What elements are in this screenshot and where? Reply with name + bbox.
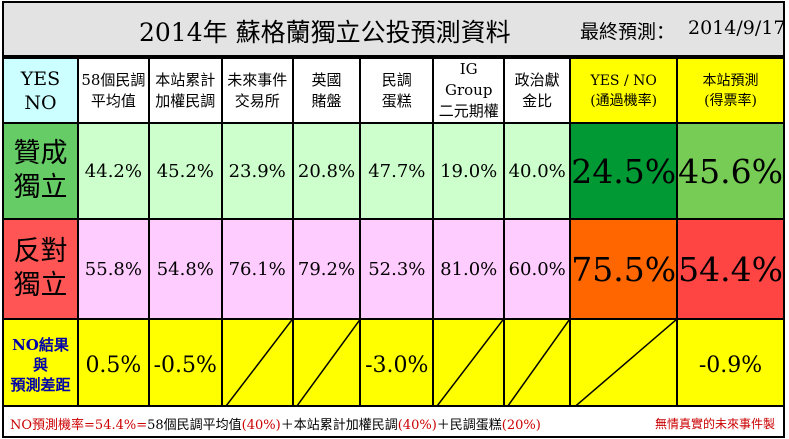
formula-part: (40%) <box>397 418 437 433</box>
yes-value-cell: 23.9% <box>220 122 294 220</box>
col-header-line-1: 58個民調 <box>81 70 146 89</box>
yesno-header-line-1: YES <box>20 67 61 90</box>
no-value-cell: 52.3% <box>359 218 435 320</box>
col-header-line-2: 二元期權 <box>438 102 499 120</box>
no-site-prediction: 54.4% <box>676 218 785 320</box>
no-value-cell: 55.8% <box>76 218 150 320</box>
col-header-site-prediction: 本站預測 (得票率) <box>676 57 785 124</box>
diagonal-slash <box>505 320 569 410</box>
diff-value-cell: -3.0% <box>359 318 435 412</box>
diagonal-slash <box>571 320 676 410</box>
diff-empty-cell <box>432 318 506 412</box>
diagonal-slash <box>434 320 503 410</box>
col-header-line-2: 金比 <box>522 91 553 110</box>
formula-part: NO預測機率=54.4%= <box>10 418 148 433</box>
col-header-line-2: 蛋糕 <box>381 91 412 110</box>
col-header-line-1: 本站預測 <box>702 72 759 89</box>
diff-empty-cell <box>569 318 679 412</box>
col-header-line-2: 平均值 <box>90 91 136 110</box>
diff-row: NO結果 與 預測差距 0.5% -0.5% -3.0% -0.9% <box>2 318 785 412</box>
col-header-bookmakers: 英國 賭盤 <box>291 57 362 124</box>
col-header-line-1: 政治獻 <box>514 70 560 89</box>
diff-empty-cell <box>503 318 572 412</box>
title-bar: 2014年 蘇格蘭獨立公投預測資料 最終預測： 2014/9/17 <box>2 1 785 57</box>
col-header-line-1: IG Group <box>444 60 493 99</box>
yes-row-label: 贊成 獨立 <box>2 122 79 220</box>
row-label-line-1: 贊成 <box>13 138 68 169</box>
formula-part: (20%) <box>501 418 541 433</box>
yes-pass-probability: 24.5% <box>569 122 679 220</box>
formula-part: ＋民調蛋糕 <box>436 418 502 433</box>
no-row: 反對 獨立 55.8% 54.8% 76.1% 79.2% 52.3% 81.0… <box>2 218 785 320</box>
formula-note: NO預測機率=54.4%=58個民調平均值(40%)＋本站累計加權民調(40%)… <box>10 414 541 433</box>
col-header-line-1: 本站累計 <box>155 70 216 89</box>
col-header-line-2: 加權民調 <box>155 91 216 110</box>
yes-value-cell: 40.0% <box>503 122 572 220</box>
diff-row-label: NO結果 與 預測差距 <box>2 318 79 412</box>
col-header-poll-cake: 民調 蛋糕 <box>359 57 435 124</box>
no-row-label: 反對 獨立 <box>2 218 79 320</box>
diff-empty-cell <box>220 318 294 412</box>
row-label-line-2: 獨立 <box>13 270 68 301</box>
header-row: YES NO 58個民調 平均值 本站累計 加權民調 未來事件 交易所 英國 賭… <box>2 57 785 124</box>
row-label-line-3: 預測差距 <box>10 376 71 394</box>
col-header-line-1: 民調 <box>381 70 412 89</box>
col-header-line-2: 交易所 <box>234 91 280 110</box>
diagonal-slash <box>223 320 292 410</box>
diagonal-slash <box>294 320 360 410</box>
diff-value-cell: 0.5% <box>76 318 150 412</box>
row-label-line-1: 反對 <box>13 236 68 267</box>
diff-value-cell: -0.5% <box>147 318 223 412</box>
col-header-donation-ratio: 政治獻 金比 <box>503 57 572 124</box>
page-title: 2014年 蘇格蘭獨立公投預測資料 <box>139 18 511 47</box>
diff-value-cell: -0.9% <box>676 318 785 412</box>
row-label-line-2: 與 <box>32 356 48 374</box>
yesno-header: YES NO <box>2 57 79 124</box>
col-header-line-1: YES / NO <box>590 72 657 89</box>
credit-text: 無情真實的未來事件製 <box>654 417 775 431</box>
col-header-line-2: (通過機率) <box>590 92 658 109</box>
no-value-cell: 76.1% <box>220 218 294 320</box>
col-header-poll-average: 58個民調 平均值 <box>76 57 150 124</box>
col-header-exchange: 未來事件 交易所 <box>220 57 294 124</box>
yesno-header-line-2: NO <box>24 91 57 114</box>
yes-value-cell: 45.2% <box>147 122 223 220</box>
col-header-binary-options: IG Group 二元期權 <box>432 57 506 124</box>
col-header-pass-probability: YES / NO (通過機率) <box>569 57 679 124</box>
no-value-cell: 60.0% <box>503 218 572 320</box>
formula-part: 58個民調平均值 <box>147 418 242 433</box>
forecast-label: 最終預測： <box>580 21 676 43</box>
row-label-line-2: 獨立 <box>13 172 68 203</box>
yes-site-prediction: 45.6% <box>676 122 785 220</box>
yes-row: 贊成 獨立 44.2% 45.2% 23.9% 20.8% 47.7% 19.0… <box>2 122 785 220</box>
no-value-cell: 79.2% <box>291 218 362 320</box>
yes-value-cell: 44.2% <box>76 122 150 220</box>
formula-part: ＋本站累計加權民調 <box>280 418 398 433</box>
forecast-table: YES NO 58個民調 平均值 本站累計 加權民調 未來事件 交易所 英國 賭… <box>2 57 785 412</box>
footer: NO預測機率=54.4%=58個民調平均值(40%)＋本站累計加權民調(40%)… <box>2 405 785 438</box>
col-header-line-1: 未來事件 <box>227 70 288 89</box>
formula-part: (40%) <box>241 418 281 433</box>
col-header-line-2: (得票率) <box>704 92 758 109</box>
no-value-cell: 54.8% <box>147 218 223 320</box>
row-label-line-1: NO結果 <box>12 336 69 354</box>
no-value-cell: 81.0% <box>432 218 506 320</box>
col-header-weighted-poll: 本站累計 加權民調 <box>147 57 223 124</box>
diff-empty-cell <box>291 318 362 412</box>
no-pass-probability: 75.5% <box>569 218 679 320</box>
col-header-line-1: 英國 <box>311 70 342 89</box>
forecast-date: 2014/9/17 <box>688 17 786 39</box>
yes-value-cell: 20.8% <box>291 122 362 220</box>
yes-value-cell: 19.0% <box>432 122 506 220</box>
col-header-line-2: 賭盤 <box>311 91 342 110</box>
yes-value-cell: 47.7% <box>359 122 435 220</box>
